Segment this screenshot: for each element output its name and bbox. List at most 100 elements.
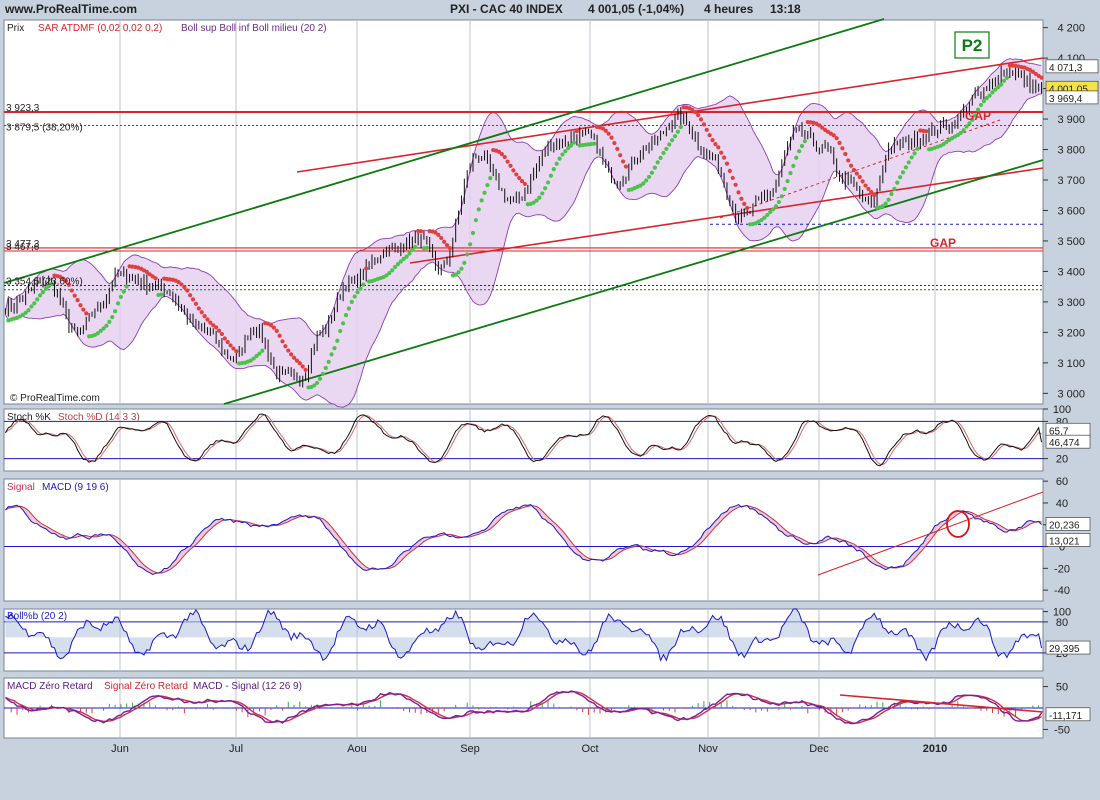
sar-dot-up (335, 338, 340, 343)
sar-dot-up (652, 165, 657, 170)
macd-trendline (817, 491, 1044, 576)
sar-dot-up (892, 186, 897, 191)
trendline-lower-green (223, 159, 1044, 405)
sar-dot-up (794, 155, 799, 160)
sar-dot-up (465, 252, 470, 257)
sar-dot-down (834, 136, 839, 141)
sar-dot-up (759, 217, 764, 223)
legend-stoch-d: Stoch %D (14 3 3) (58, 412, 140, 423)
indicator-value-box (1045, 434, 1091, 449)
sar-dot-down (216, 328, 222, 333)
sar-dot-up (479, 198, 484, 203)
sar-dot-up (485, 183, 490, 188)
sar-dot-up (967, 121, 972, 126)
sar-dot-up (107, 319, 112, 325)
y-tick-label: 3 600 (1057, 205, 1085, 217)
sar-dot-down (280, 339, 285, 344)
sar-dot-up (113, 309, 118, 314)
y-tick-label: 3 000 (1057, 388, 1085, 400)
sar-dot-up (655, 160, 660, 165)
sar-dot-up (797, 149, 802, 154)
y-tick-label: 3 300 (1057, 297, 1085, 309)
sar-dot-down (294, 358, 300, 363)
y-tick-label: 0 (1059, 542, 1065, 554)
sar-dot-down (522, 181, 528, 187)
indicator-value-box (1045, 640, 1091, 655)
y-tick-label: 50 (1056, 682, 1068, 694)
sar-dot-up (115, 301, 121, 306)
indicator-value-label: 65,7 (1049, 426, 1069, 437)
sar-dot-down (1030, 69, 1035, 74)
sar-dot-down (840, 146, 845, 151)
sar-dot-up (95, 331, 100, 336)
sar-dot-down (202, 314, 207, 319)
x-tick-label: Oct (581, 743, 598, 755)
sar-dot-up (49, 282, 54, 287)
sar-dot-up (482, 190, 487, 195)
sar-dot-down (63, 278, 69, 284)
indicator-value-box (1045, 517, 1091, 531)
timeframe-text[interactable]: 4 heures (704, 2, 754, 16)
quote-text: 4 001,05 (-1,04%) (588, 2, 685, 16)
sar-dot-up (978, 102, 984, 108)
sar-dot-down (869, 189, 874, 195)
sar-dot-up (468, 242, 473, 247)
sar-dot-up (791, 163, 796, 168)
sar-dot-up (361, 282, 366, 287)
sar-dot-up (540, 191, 545, 196)
sar-dot-up (675, 129, 681, 134)
sar-dot-down (291, 355, 297, 360)
y-tick-label: 3 100 (1057, 358, 1085, 370)
gap-label-upper: GAP (965, 109, 991, 123)
sar-dot-up (678, 124, 683, 130)
sar-dot-down (615, 146, 620, 151)
macd-line (5, 503, 1042, 575)
sar-dot-down (442, 239, 447, 244)
sar-dot-down (185, 288, 190, 293)
title-bar: www.ProRealTime.com PXI - CAC 40 INDEX 4… (0, 0, 1100, 18)
sar-dot-up (886, 197, 891, 202)
sar-dot-down (196, 306, 201, 311)
watermark: © ProRealTime.com (10, 393, 100, 404)
sar-dot-up (326, 359, 331, 364)
zero-lag-trendline (839, 694, 1044, 713)
sar-dot-down (505, 159, 510, 164)
sar-dot-up (880, 204, 885, 209)
price-value-box (1045, 59, 1099, 74)
y-tick-label: 3 700 (1057, 175, 1085, 187)
legend-zero-lag-hist: MACD - Signal (12 26 9) (193, 681, 302, 692)
legend-boll-pctb: Boll%b (20 2) (7, 611, 67, 622)
site-name[interactable]: www.ProRealTime.com (5, 2, 138, 16)
level-label: 3 354,5 (23,60%) (6, 276, 83, 287)
x-tick-label: Nov (698, 743, 718, 755)
sar-dot-down (219, 331, 225, 337)
sar-dot-up (46, 284, 51, 289)
sar-dot-up (941, 142, 946, 147)
sar-dot-down (620, 159, 626, 164)
sar-dot-down (153, 276, 158, 281)
legend-macd: MACD (9 19 6) (42, 482, 109, 493)
sar-dot-down (277, 333, 282, 338)
sar-dot-down (364, 266, 369, 271)
sar-dot-down (724, 161, 730, 166)
sar-dot-down (271, 325, 276, 330)
y-tick-label: 60 (1056, 476, 1068, 488)
sar-dot-down (208, 320, 213, 325)
sar-dot-down (612, 140, 617, 146)
sar-dot-up (543, 186, 548, 191)
sar-dot-down (742, 201, 747, 206)
sar-dot-up (32, 301, 37, 306)
sar-dot-down (502, 154, 507, 160)
sar-dot-down (75, 298, 80, 303)
legend-zero-lag-signal: Signal Zéro Retard (104, 681, 188, 692)
sar-dot-up (975, 107, 981, 112)
sar-dot-up (970, 117, 975, 122)
sar-dot-up (1004, 75, 1010, 80)
sar-dot-up (456, 270, 461, 275)
sar-dot-down (508, 163, 513, 168)
sar-dot-down (710, 137, 715, 143)
sar-dot-up (413, 244, 418, 250)
time-text: 13:18 (770, 2, 801, 16)
sar-dot-up (964, 124, 969, 129)
macd-signal-line (5, 505, 1042, 574)
